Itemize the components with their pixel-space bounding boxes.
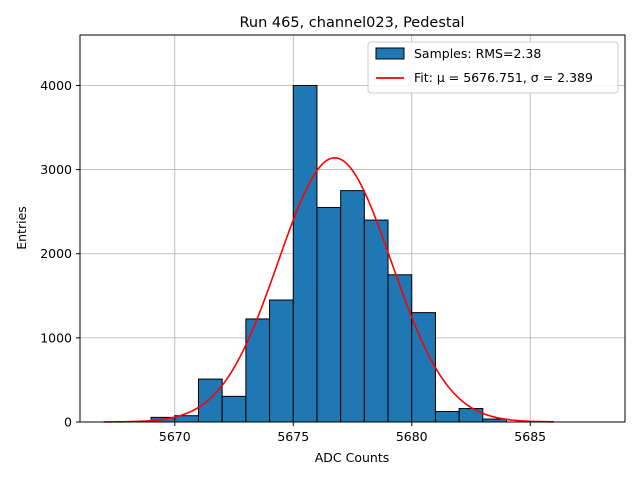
- histogram-bar: [458, 408, 484, 423]
- histogram-bar: [411, 312, 436, 423]
- histogram-bar: [245, 318, 271, 423]
- fit-curve: [103, 157, 554, 423]
- legend-histogram-label: Samples: RMS=2.38: [414, 46, 541, 61]
- histogram-bar: [340, 190, 365, 423]
- histogram-bar: [197, 378, 223, 423]
- x-axis-ticks: 5670 5675 5680 5685: [159, 422, 546, 444]
- y-tick-label: 1000: [40, 330, 72, 345]
- y-tick-label: 2000: [40, 246, 72, 261]
- y-axis-ticks: 0 1000 2000 3000 4000: [40, 78, 80, 430]
- histogram-bar: [269, 299, 294, 423]
- x-tick-label: 5670: [159, 429, 191, 444]
- y-tick-label: 3000: [40, 162, 72, 177]
- legend: Samples: RMS=2.38 Fit: μ = 5676.751, σ =…: [367, 41, 619, 94]
- chart-title: Run 465, channel023, Pedestal: [239, 15, 464, 31]
- histogram-bar: [363, 219, 389, 423]
- x-axis-label: ADC Counts: [315, 450, 390, 465]
- y-tick-label: 4000: [40, 78, 72, 93]
- x-tick-label: 5685: [514, 429, 546, 444]
- histogram-bars: [150, 84, 508, 423]
- histogram-bar: [292, 84, 318, 423]
- histogram-bar: [316, 206, 342, 423]
- fit-curve-layer: [103, 157, 554, 423]
- legend-box: [367, 41, 619, 94]
- y-axis-label: Entries: [14, 206, 29, 250]
- legend-histogram-swatch: [375, 47, 405, 60]
- x-tick-label: 5675: [277, 429, 309, 444]
- histogram-bar: [221, 395, 247, 423]
- y-tick-label: 0: [64, 415, 72, 430]
- histogram-bar: [434, 410, 460, 423]
- legend-fit-label: Fit: μ = 5676.751, σ = 2.389: [414, 70, 593, 85]
- plot-area-frame: [79, 34, 626, 423]
- x-tick-label: 5680: [396, 429, 428, 444]
- histogram-bar: [387, 274, 413, 423]
